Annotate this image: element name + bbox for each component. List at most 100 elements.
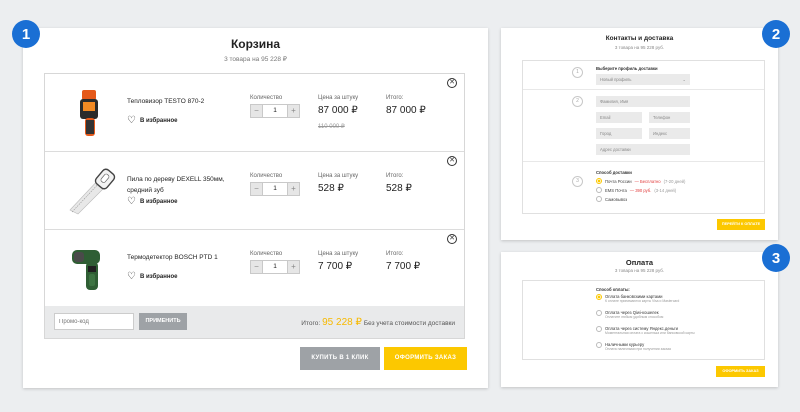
name-field[interactable]: Фамилия, Имя (596, 96, 690, 107)
promo-code-input[interactable] (54, 313, 134, 330)
quantity-input[interactable]: 1 (262, 105, 288, 117)
payment-panel: Оплата 3 товара на 95 228 руб. Способ оп… (501, 252, 778, 387)
add-to-favorites[interactable]: ♡ В избранное (127, 115, 177, 126)
old-price: 110 000 ₽ (318, 124, 345, 130)
payment-method-label: Способ оплаты: (596, 287, 630, 292)
cart-sum: Итого: 95 228 ₽ Без учета стоимости дост… (301, 317, 455, 328)
contact-section: 2 Фамилия, Имя Email Телефон Город Индек… (523, 90, 764, 162)
decrement-button[interactable]: − (251, 261, 262, 273)
payment-option[interactable]: Наличными курьеру Оплата наличными при по… (596, 342, 671, 352)
increment-button[interactable]: + (288, 183, 299, 195)
remove-item-icon[interactable]: ✕ (447, 78, 457, 88)
qty-label: Количество (250, 95, 283, 101)
step-number: 3 (572, 176, 583, 187)
heart-icon: ♡ (127, 115, 136, 126)
payment-option[interactable]: Оплата через систему Яндекс.деньги Момент… (596, 326, 695, 336)
profile-label: Выберите профиль доставки (596, 66, 658, 71)
price-label: Цена за штуку (318, 95, 359, 101)
item-name[interactable]: Тепловизор TESTO 870-2 (127, 98, 205, 105)
increment-button[interactable]: + (288, 261, 299, 273)
radio-selected-icon (596, 178, 602, 184)
radio-icon (596, 326, 602, 332)
payment-title: Оплата (625, 258, 654, 267)
radio-icon (596, 196, 602, 202)
item-total: 7 700 ₽ (386, 261, 421, 272)
decrement-button[interactable]: − (251, 183, 262, 195)
phone-field[interactable]: Телефон (649, 112, 690, 123)
payment-option[interactable]: Оплата банковскими картами К оплате прини… (596, 294, 679, 304)
add-to-favorites[interactable]: ♡ В избранное (127, 272, 178, 282)
unit-price: 87 000 ₽ (318, 105, 358, 116)
favorites-label: В избранное (139, 198, 178, 205)
item-name[interactable]: Термодетектор BOSCH PTD 1 (127, 254, 218, 261)
item-total: 528 ₽ (386, 183, 412, 194)
contacts-title: Контакты и доставка (605, 35, 674, 42)
payment-option[interactable]: Оплата через Qiwi-кошелек Оплатите любым … (596, 310, 663, 320)
qty-label: Количество (250, 251, 283, 257)
hand-saw-icon[interactable] (62, 164, 118, 218)
total-label: Итого: (386, 251, 404, 257)
radio-icon (596, 187, 602, 193)
payment-option-title: Оплата через систему Яндекс.деньги (605, 326, 679, 331)
profile-value: Новый профиль (600, 77, 632, 82)
payment-option-title: Оплата через Qiwi-кошелек (605, 310, 659, 315)
add-to-favorites[interactable]: ♡ В избранное (127, 196, 178, 207)
quantity-stepper: − 1 + (250, 104, 300, 118)
cart-item: Пила по дереву DEXELL 350мм, средний зуб… (45, 152, 464, 230)
cart-item: Тепловизор TESTO 870-2 ♡ В избранное Кол… (45, 74, 464, 152)
remove-item-icon[interactable]: ✕ (447, 156, 457, 166)
email-field[interactable]: Email (596, 112, 642, 123)
delivery-name: Самовывоз (605, 196, 628, 202)
delivery-name: Почта России (605, 178, 632, 184)
favorites-label: В избранное (139, 273, 178, 280)
profile-section: 1 Выберите профиль доставки Новый профил… (523, 61, 764, 90)
thermal-camera-icon[interactable] (62, 86, 118, 140)
delivery-option[interactable]: Почта России — Бесплатно (7-20 дней) (596, 178, 685, 184)
apply-promo-button[interactable]: ПРИМЕНИТЬ (139, 313, 187, 330)
delivery-days: (3-14 дней) (654, 187, 677, 193)
go-to-payment-button[interactable]: ПЕРЕЙТИ К ОПЛАТЕ (717, 219, 765, 230)
payment-option-note: Оплатите любым удобным способом (605, 315, 664, 319)
cart-footer: ПРИМЕНИТЬ Итого: 95 228 ₽ Без учета стои… (45, 306, 464, 338)
delivery-price: — 390 руб. (629, 187, 652, 193)
checkout-button[interactable]: ОФОРМИТЬ ЗАКАЗ (384, 347, 467, 370)
item-name[interactable]: Пила по дереву DEXELL 350мм, средний зуб (127, 176, 225, 194)
chevron-down-icon: ⌄ (682, 77, 686, 82)
confirm-order-button[interactable]: ОФОРМИТЬ ЗАКАЗ (716, 366, 765, 377)
cart-panel: Корзина 3 товара на 95 228 ₽ Тепловизор … (23, 28, 488, 388)
address-field[interactable]: Адрес доставки (596, 144, 690, 155)
payment-option-note: К оплате принимаются карты Visa и Master… (605, 299, 680, 303)
payment-methods-box: Способ оплаты: Оплата банковскими картам… (522, 280, 765, 360)
unit-price: 528 ₽ (318, 183, 344, 194)
contacts-delivery-panel: Контакты и доставка 3 товара на 95 228 р… (501, 28, 778, 240)
city-field[interactable]: Город (596, 128, 642, 139)
profile-select[interactable]: Новый профиль ⌄ (596, 74, 690, 85)
radio-selected-icon (596, 294, 602, 300)
quantity-input[interactable]: 1 (262, 183, 288, 195)
payment-option-note: Оплата наличными при получении заказа (605, 347, 671, 351)
remove-item-icon[interactable]: ✕ (447, 234, 457, 244)
delivery-label: Способ доставки (596, 170, 632, 175)
delivery-option[interactable]: EMS Почта — 390 руб. (3-14 дней) (596, 187, 676, 193)
payment-subtitle: 3 товара на 95 228 руб. (614, 268, 665, 273)
sum-note: Без учета стоимости доставки (363, 320, 455, 327)
quantity-input[interactable]: 1 (262, 261, 288, 273)
step-badge-3: 3 (762, 244, 790, 272)
cart-item: Термодетектор BOSCH PTD 1 ♡ В избранное … (45, 230, 464, 308)
delivery-price: — Бесплатно (634, 178, 661, 184)
buy-one-click-button[interactable]: КУПИТЬ В 1 КЛИК (300, 347, 380, 370)
heart-icon: ♡ (127, 196, 136, 207)
delivery-option[interactable]: Самовывоз (596, 196, 627, 202)
qty-label: Количество (250, 173, 283, 179)
payment-option-title: Оплата банковскими картами (605, 294, 663, 299)
thermo-detector-icon[interactable] (62, 242, 118, 296)
decrement-button[interactable]: − (251, 105, 262, 117)
index-field[interactable]: Индекс (649, 128, 690, 139)
cart-subtitle: 3 товара на 95 228 ₽ (224, 56, 287, 63)
radio-icon (596, 342, 602, 348)
total-label: Итого: (386, 95, 404, 101)
delivery-name: EMS Почта (605, 187, 627, 193)
payment-option-title: Наличными курьеру (605, 342, 645, 347)
increment-button[interactable]: + (288, 105, 299, 117)
price-label: Цена за штуку (318, 251, 359, 257)
